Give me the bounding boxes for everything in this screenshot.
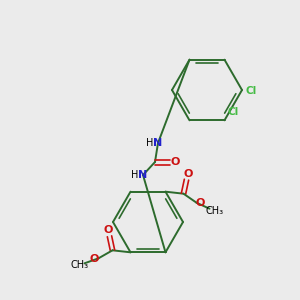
Text: O: O: [184, 169, 193, 179]
Text: O: O: [170, 157, 180, 167]
Text: O: O: [196, 198, 205, 208]
Text: O: O: [90, 254, 99, 264]
Text: Cl: Cl: [227, 107, 239, 117]
Text: Cl: Cl: [246, 86, 257, 96]
Text: N: N: [138, 170, 148, 180]
Text: CH₃: CH₃: [70, 260, 88, 270]
Text: O: O: [104, 225, 113, 235]
Text: H: H: [131, 170, 139, 180]
Text: N: N: [153, 138, 163, 148]
Text: H: H: [146, 138, 154, 148]
Text: CH₃: CH₃: [206, 206, 224, 216]
